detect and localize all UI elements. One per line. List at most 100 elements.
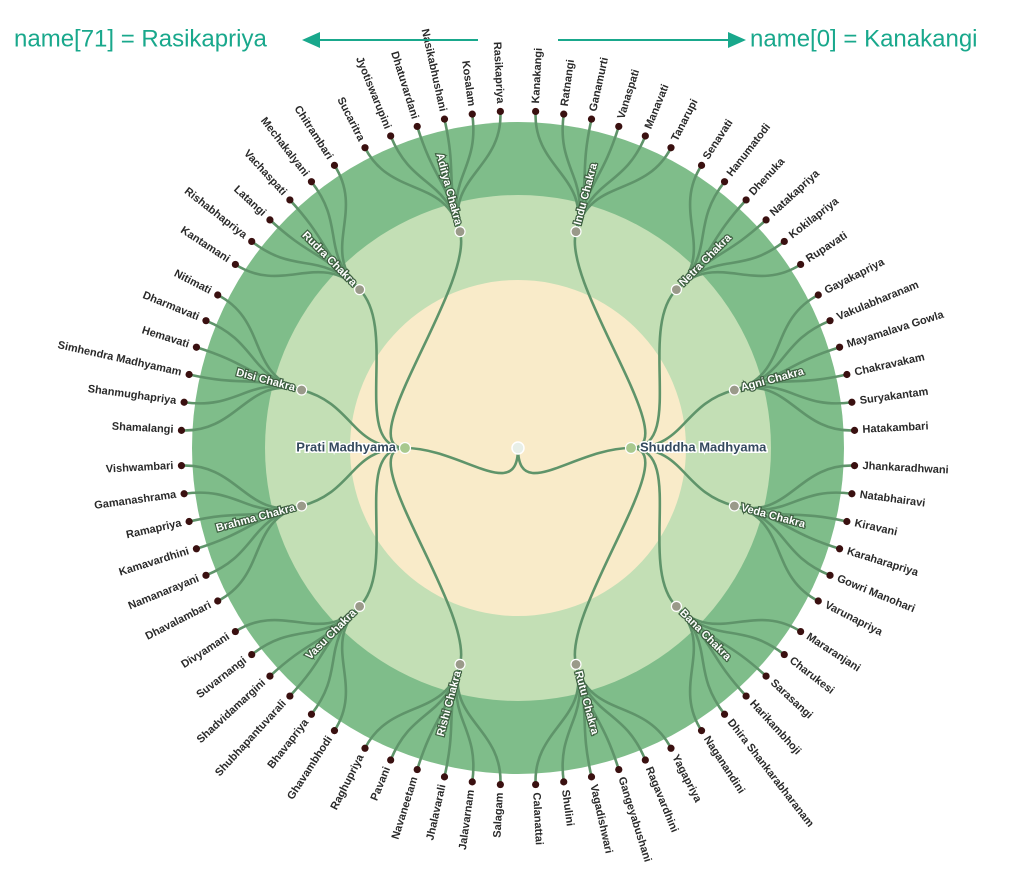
raga-label: Jhalavarali	[424, 783, 448, 841]
raga-dot	[214, 291, 222, 299]
chakra-node	[728, 500, 740, 512]
raga-dot	[413, 765, 421, 774]
link	[516, 446, 632, 475]
annotation-right: name[0] = Kanakangi	[750, 25, 978, 52]
link	[630, 446, 735, 508]
chakra-node	[670, 284, 682, 296]
raga-dot	[387, 756, 395, 764]
raga-dot	[667, 744, 675, 752]
raga-label: Shamalangi	[111, 421, 173, 436]
root-node	[511, 441, 525, 455]
chakra-node	[570, 658, 582, 670]
raga-label: Calanattai	[530, 792, 545, 845]
raga-label: Gamanashrama	[94, 489, 178, 512]
raga-label: Vagadishwari	[587, 783, 614, 854]
raga-label: Suryakantam	[859, 386, 929, 407]
raga-dot	[615, 122, 623, 131]
raga-dot	[720, 710, 729, 718]
raga-dot	[850, 426, 859, 434]
raga-dot	[843, 370, 851, 379]
raga-label: Kokilapriya	[787, 195, 842, 241]
raga-dot	[266, 672, 274, 680]
link	[217, 293, 302, 392]
raga-dot	[361, 144, 369, 152]
link	[675, 263, 802, 291]
raga-label: Ratnangi	[559, 59, 577, 107]
link	[734, 386, 855, 432]
link	[630, 288, 678, 450]
raga-dot	[248, 237, 256, 246]
raga-dot	[192, 343, 201, 351]
raga-dot	[560, 778, 568, 786]
raga-label: Varunapriya	[823, 599, 885, 639]
raga-dot	[814, 291, 822, 299]
raga-label: Bhavapriya	[265, 716, 311, 771]
link	[389, 231, 463, 450]
chakra-node	[296, 384, 308, 396]
link	[573, 446, 647, 665]
raga-label: Dhavalambari	[144, 599, 214, 642]
raga-label: Hemavati	[140, 324, 190, 350]
link	[630, 446, 678, 608]
raga-dot	[202, 317, 210, 325]
raga-dot	[413, 122, 421, 131]
chakra-node	[354, 284, 366, 296]
raga-dot	[532, 107, 540, 116]
raga-dot	[248, 650, 256, 659]
madhyama-node	[624, 441, 638, 455]
link	[675, 605, 703, 732]
chakra-node	[354, 600, 366, 612]
raga-dot	[843, 517, 851, 526]
link	[333, 164, 361, 291]
raga-label: Natabhairavi	[859, 489, 926, 510]
raga-label: Kanakangi	[530, 48, 545, 104]
raga-dot	[387, 132, 395, 140]
raga-label: Divyamani	[179, 631, 232, 671]
raga-label: Rupavati	[804, 230, 850, 265]
link	[456, 111, 502, 232]
raga-dot	[307, 710, 316, 718]
raga-dot	[797, 627, 805, 636]
raga-label: Nitimati	[172, 268, 213, 297]
raga-label: Dhatuvardani	[388, 50, 420, 121]
raga-label: Vishwambari	[106, 460, 174, 476]
raga-dot	[214, 597, 222, 605]
link	[734, 504, 819, 603]
raga-label: Jalavarnam	[457, 789, 477, 851]
madhyama-label: Prati Madhyama	[296, 439, 396, 454]
raga-dot	[468, 110, 476, 118]
raga-dot	[266, 216, 274, 224]
raga-label: Dhira Shankarabharanam	[725, 717, 816, 830]
raga-label: Ramapriya	[125, 517, 183, 541]
raga-dot	[720, 178, 729, 186]
chakra-node	[570, 226, 582, 238]
raga-dot	[496, 780, 504, 789]
raga-dot	[361, 744, 369, 752]
raga-dot	[848, 490, 856, 498]
raga-dot	[185, 517, 193, 526]
raga-dot	[826, 571, 834, 579]
raga-label: Gayakapriya	[823, 256, 888, 297]
link	[389, 446, 463, 665]
raga-dot	[587, 773, 596, 781]
raga-dot	[835, 545, 844, 553]
raga-dot	[231, 627, 239, 636]
raga-label: Namanarayani	[127, 573, 201, 613]
raga-label: Salagam	[491, 792, 505, 838]
raga-dot	[180, 490, 188, 498]
raga-dot	[587, 115, 596, 123]
raga-label: Hatakambari	[862, 420, 929, 435]
link	[301, 446, 406, 508]
raga-dot	[180, 398, 188, 406]
raga-label: Kiravani	[853, 517, 898, 538]
raga-dot	[826, 317, 834, 325]
raga-dot	[330, 727, 339, 735]
link	[358, 288, 406, 450]
chakra-node	[670, 600, 682, 612]
raga-label: Chakravakam	[853, 351, 926, 378]
raga-label: Ganamurti	[587, 56, 611, 112]
raga-label: Sucaritra	[334, 95, 367, 144]
raga-label: Jyotiswarupini	[353, 55, 393, 131]
chakra-node	[728, 384, 740, 396]
